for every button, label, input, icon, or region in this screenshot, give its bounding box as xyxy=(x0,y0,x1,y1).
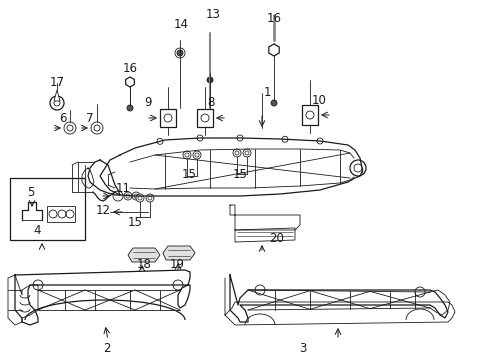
Circle shape xyxy=(91,122,103,134)
Circle shape xyxy=(193,151,201,159)
Circle shape xyxy=(136,194,143,202)
Circle shape xyxy=(243,149,250,157)
Text: 17: 17 xyxy=(49,76,64,89)
Text: 10: 10 xyxy=(311,94,326,107)
Circle shape xyxy=(177,50,183,56)
Text: 19: 19 xyxy=(169,258,184,271)
Circle shape xyxy=(50,96,64,110)
Text: 14: 14 xyxy=(173,18,188,31)
Bar xyxy=(197,109,213,127)
Text: 20: 20 xyxy=(269,231,284,244)
Text: 1: 1 xyxy=(263,86,270,99)
Text: 7: 7 xyxy=(86,112,94,125)
Bar xyxy=(10,178,85,240)
Text: 6: 6 xyxy=(59,112,67,125)
Circle shape xyxy=(183,151,191,159)
Circle shape xyxy=(64,122,76,134)
Text: 18: 18 xyxy=(136,258,151,271)
Text: 12: 12 xyxy=(95,204,110,217)
Polygon shape xyxy=(125,77,134,87)
Bar xyxy=(160,109,176,127)
Circle shape xyxy=(113,191,123,201)
Text: 5: 5 xyxy=(27,185,35,198)
Text: 11: 11 xyxy=(115,183,130,195)
Text: 16: 16 xyxy=(122,62,137,75)
Circle shape xyxy=(232,149,241,157)
Circle shape xyxy=(206,77,213,83)
Text: 15: 15 xyxy=(232,168,247,181)
Bar xyxy=(302,105,317,125)
Polygon shape xyxy=(54,90,60,101)
Bar xyxy=(47,206,75,222)
Text: 15: 15 xyxy=(127,216,142,229)
Text: 9: 9 xyxy=(144,96,151,109)
Polygon shape xyxy=(128,248,160,262)
Text: 15: 15 xyxy=(181,168,196,181)
Text: 8: 8 xyxy=(207,96,214,109)
Circle shape xyxy=(127,105,133,111)
Circle shape xyxy=(349,160,365,176)
Circle shape xyxy=(146,194,154,202)
Text: 2: 2 xyxy=(103,342,110,355)
Text: 13: 13 xyxy=(205,9,220,22)
Text: 3: 3 xyxy=(299,342,306,355)
Polygon shape xyxy=(163,246,195,260)
Text: 16: 16 xyxy=(266,12,281,24)
Text: 4: 4 xyxy=(33,225,41,238)
Circle shape xyxy=(270,100,276,106)
Polygon shape xyxy=(268,44,279,56)
